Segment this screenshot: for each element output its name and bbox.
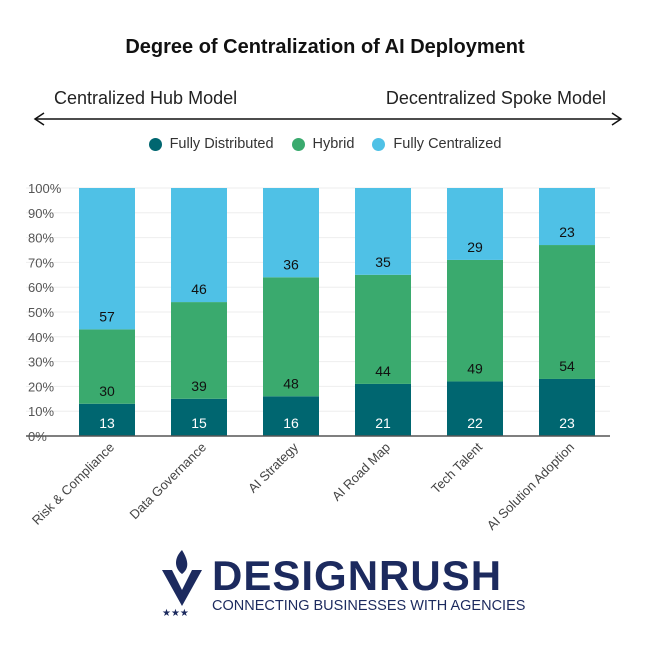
data-label: 16 bbox=[283, 415, 299, 431]
y-tick-label: 30% bbox=[28, 355, 54, 370]
bar-segment bbox=[263, 188, 319, 278]
bar-segment bbox=[355, 383, 411, 436]
x-tick-label: Tech Talent bbox=[428, 439, 485, 496]
legend-label: Fully Distributed bbox=[169, 136, 274, 152]
bar-segment bbox=[447, 188, 503, 260]
data-label: 23 bbox=[559, 224, 575, 240]
y-tick-label: 40% bbox=[28, 330, 54, 345]
double-arrow bbox=[33, 112, 623, 126]
legend-item-hybrid: Hybrid bbox=[291, 136, 355, 152]
bar-segment bbox=[539, 245, 595, 379]
legend-swatch bbox=[148, 137, 162, 151]
bar-segment bbox=[79, 188, 135, 330]
data-label: 54 bbox=[559, 358, 575, 374]
legend: Fully Distributed Hybrid Fully Centraliz… bbox=[0, 136, 650, 152]
data-label: 36 bbox=[283, 256, 299, 272]
y-tick-label: 60% bbox=[28, 280, 54, 295]
annotation-right: Decentralized Spoke Model bbox=[385, 88, 606, 108]
bar-segment bbox=[355, 274, 411, 384]
legend-item-centralized: Fully Centralized bbox=[372, 136, 501, 152]
data-label: 13 bbox=[99, 415, 115, 431]
data-label: 46 bbox=[191, 281, 207, 297]
data-label: 39 bbox=[191, 378, 207, 394]
brand-tagline: CONNECTING BUSINESSES WITH AGENCIES bbox=[212, 598, 526, 614]
x-tick-label: AI Strategy bbox=[245, 439, 301, 495]
y-tick-label: 20% bbox=[28, 379, 54, 394]
legend-item-distributed: Fully Distributed bbox=[148, 136, 274, 152]
y-tick-label: 90% bbox=[28, 206, 54, 221]
x-tick-label: Data Governance bbox=[126, 440, 209, 523]
legend-label: Fully Centralized bbox=[393, 136, 502, 152]
y-tick-label: 50% bbox=[28, 305, 54, 320]
data-label: 57 bbox=[99, 308, 115, 324]
x-tick-label: AI Road Map bbox=[329, 440, 393, 504]
bar-segment bbox=[539, 378, 595, 436]
bar-segment bbox=[79, 403, 135, 436]
y-tick-label: 10% bbox=[28, 404, 54, 419]
data-label: 44 bbox=[375, 363, 391, 379]
designrush-logo-icon: ★★★ bbox=[162, 550, 202, 618]
bar-segment bbox=[539, 188, 595, 246]
y-tick-label: 70% bbox=[28, 255, 54, 270]
data-label: 30 bbox=[99, 383, 115, 399]
bar-segment bbox=[447, 381, 503, 436]
x-tick-label: Risk & Compliance bbox=[29, 440, 117, 528]
x-tick-label: AI Solution Adoption bbox=[484, 440, 577, 533]
data-label: 15 bbox=[191, 415, 207, 431]
data-label: 49 bbox=[467, 360, 483, 376]
bar-segment bbox=[79, 329, 135, 404]
data-label: 35 bbox=[375, 254, 391, 270]
brand-name: DESIGNRUSH bbox=[212, 552, 503, 599]
y-tick-label: 80% bbox=[28, 231, 54, 246]
data-label: 21 bbox=[375, 415, 391, 431]
legend-swatch bbox=[291, 137, 305, 151]
bar-segment bbox=[263, 396, 319, 436]
bar-segment bbox=[171, 302, 227, 399]
bar-segment bbox=[447, 259, 503, 382]
data-label: 22 bbox=[467, 415, 483, 431]
legend-swatch bbox=[372, 137, 386, 151]
bar-segment bbox=[171, 188, 227, 303]
bar-segment bbox=[263, 277, 319, 397]
svg-text:★★★: ★★★ bbox=[162, 608, 189, 618]
data-label: 48 bbox=[283, 375, 299, 391]
data-label: 23 bbox=[559, 415, 575, 431]
bar-segment bbox=[355, 188, 411, 275]
data-label: 29 bbox=[467, 239, 483, 255]
chart-title: Degree of Centralization of AI Deploymen… bbox=[125, 36, 525, 58]
legend-label: Hybrid bbox=[312, 136, 355, 152]
annotation-left: Centralized Hub Model bbox=[54, 88, 238, 108]
y-tick-label: 100% bbox=[28, 181, 62, 196]
bar-segment bbox=[171, 398, 227, 436]
